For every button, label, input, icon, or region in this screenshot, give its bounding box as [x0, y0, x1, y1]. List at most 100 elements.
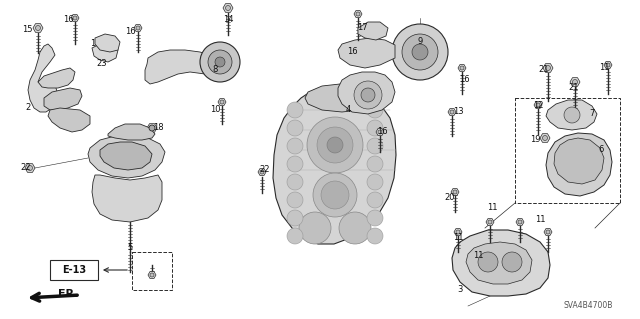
Text: 6: 6 — [598, 145, 604, 154]
Polygon shape — [543, 64, 553, 72]
Text: 15: 15 — [22, 26, 32, 34]
Circle shape — [287, 192, 303, 208]
Circle shape — [200, 42, 240, 82]
Circle shape — [307, 117, 363, 173]
Text: 11: 11 — [473, 250, 483, 259]
Circle shape — [287, 102, 303, 118]
Circle shape — [546, 230, 550, 234]
Polygon shape — [354, 11, 362, 18]
Circle shape — [392, 24, 448, 80]
Polygon shape — [48, 108, 90, 132]
Polygon shape — [534, 101, 542, 108]
Circle shape — [456, 230, 460, 234]
Polygon shape — [88, 136, 165, 178]
Circle shape — [543, 136, 547, 140]
Polygon shape — [604, 62, 612, 69]
Bar — [132, 252, 172, 290]
Circle shape — [367, 120, 383, 136]
Text: 11: 11 — [487, 204, 497, 212]
Circle shape — [488, 220, 492, 224]
Text: SVA4B4700B: SVA4B4700B — [563, 301, 612, 310]
Circle shape — [220, 100, 224, 104]
Polygon shape — [38, 68, 75, 88]
Polygon shape — [546, 100, 597, 130]
Text: 11: 11 — [452, 234, 463, 242]
Text: 9: 9 — [417, 38, 422, 47]
Circle shape — [136, 26, 140, 30]
Text: 19: 19 — [530, 136, 540, 145]
Text: 11: 11 — [535, 216, 545, 225]
Polygon shape — [570, 78, 580, 86]
Circle shape — [402, 34, 438, 70]
Circle shape — [502, 252, 522, 272]
Circle shape — [354, 81, 382, 109]
Text: 16: 16 — [377, 128, 387, 137]
Circle shape — [361, 88, 375, 102]
Text: 21: 21 — [539, 65, 549, 75]
Polygon shape — [28, 44, 58, 112]
Circle shape — [150, 125, 154, 130]
Text: 22: 22 — [260, 166, 270, 174]
Polygon shape — [33, 24, 43, 32]
Text: 16: 16 — [63, 16, 74, 25]
Circle shape — [367, 174, 383, 190]
Polygon shape — [454, 228, 462, 235]
Circle shape — [321, 181, 349, 209]
Circle shape — [287, 174, 303, 190]
Text: 18: 18 — [153, 123, 163, 132]
Text: 16: 16 — [459, 76, 469, 85]
Polygon shape — [338, 72, 395, 114]
Circle shape — [287, 138, 303, 154]
Polygon shape — [544, 228, 552, 235]
Text: 22: 22 — [20, 164, 31, 173]
Polygon shape — [448, 108, 456, 115]
Polygon shape — [546, 133, 612, 196]
Polygon shape — [516, 219, 524, 226]
Text: 4: 4 — [346, 106, 351, 115]
Text: 14: 14 — [223, 16, 233, 25]
Polygon shape — [147, 124, 157, 132]
Text: 10: 10 — [210, 106, 220, 115]
Polygon shape — [100, 142, 152, 170]
Polygon shape — [466, 242, 532, 284]
Polygon shape — [458, 64, 466, 71]
Circle shape — [208, 50, 232, 74]
Polygon shape — [148, 271, 156, 278]
Circle shape — [339, 212, 371, 244]
Circle shape — [35, 26, 40, 31]
Bar — [515, 98, 620, 203]
Circle shape — [313, 173, 357, 217]
Circle shape — [149, 125, 155, 131]
Polygon shape — [258, 168, 266, 175]
Circle shape — [536, 103, 540, 107]
Polygon shape — [338, 38, 395, 68]
Circle shape — [225, 5, 230, 11]
Polygon shape — [554, 138, 604, 184]
Circle shape — [367, 138, 383, 154]
Circle shape — [287, 120, 303, 136]
Text: 23: 23 — [97, 60, 108, 69]
Text: 2: 2 — [26, 103, 31, 113]
Polygon shape — [92, 175, 162, 222]
Text: 17: 17 — [356, 24, 367, 33]
Polygon shape — [145, 50, 235, 84]
Text: 21: 21 — [569, 84, 579, 93]
Circle shape — [412, 44, 428, 60]
Text: 7: 7 — [589, 109, 595, 118]
Circle shape — [367, 210, 383, 226]
Text: 5: 5 — [127, 243, 132, 253]
Text: 13: 13 — [452, 108, 463, 116]
Polygon shape — [92, 44, 118, 62]
Circle shape — [367, 156, 383, 172]
Polygon shape — [95, 34, 120, 52]
Circle shape — [317, 127, 353, 163]
Circle shape — [299, 212, 331, 244]
Circle shape — [453, 190, 457, 194]
Circle shape — [28, 166, 33, 170]
Polygon shape — [486, 219, 494, 226]
Circle shape — [287, 156, 303, 172]
Circle shape — [478, 252, 498, 272]
Circle shape — [367, 102, 383, 118]
Circle shape — [73, 16, 77, 20]
Circle shape — [215, 57, 225, 67]
